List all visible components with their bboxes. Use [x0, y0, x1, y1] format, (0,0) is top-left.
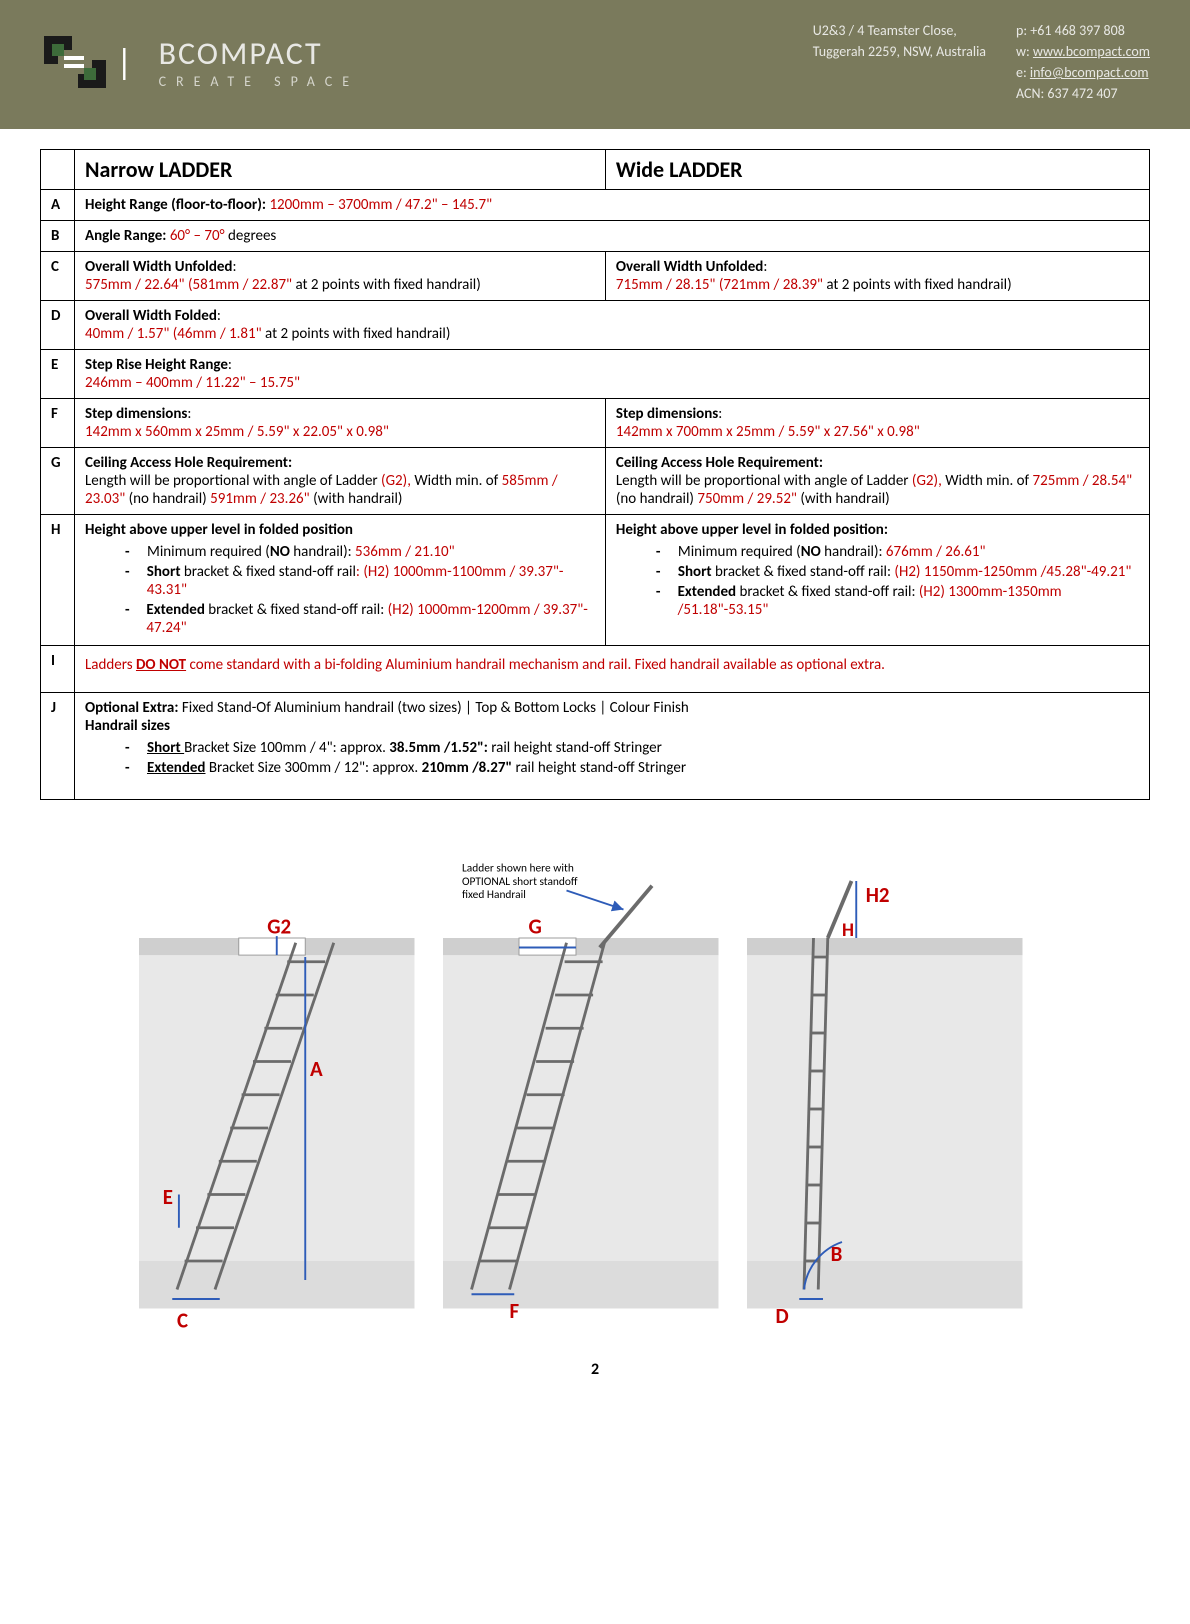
acn-line: ACN: 637 472 407	[1016, 83, 1150, 104]
phone-line: p: +61 468 397 808	[1016, 20, 1150, 41]
row-b: B Angle Range: 60° – 70° degrees	[41, 221, 1150, 252]
label-h2: H2	[866, 882, 890, 908]
list-item: -Minimum required (NO handrail): 536mm /…	[125, 543, 595, 561]
row-letter: I	[41, 646, 75, 693]
row-f-narrow: Step dimensions: 142mm x 560mm x 25mm / …	[75, 399, 606, 448]
row-letter: F	[41, 399, 75, 448]
list-item: -Extended Bracket Size 300mm / 12": appr…	[125, 759, 1139, 777]
row-c: C Overall Width Unfolded: 575mm / 22.64"…	[41, 252, 1150, 301]
row-letter: C	[41, 252, 75, 301]
view-2: Ladder shown here with OPTIONAL short st…	[443, 862, 719, 1325]
diagram-container: G2 A E C Ladder sho	[40, 800, 1150, 1350]
company-logo: |	[40, 32, 139, 92]
list-item: -Short Bracket Size 100mm / 4": approx. …	[125, 739, 1139, 757]
label-c: C	[177, 1308, 188, 1334]
row-a: A Height Range (floor-to-floor): 1200mm …	[41, 190, 1150, 221]
row-letter: H	[41, 515, 75, 646]
row-j: J Optional Extra: Fixed Stand-Of Alumini…	[41, 693, 1150, 800]
website-link[interactable]: www.bcompact.com	[1033, 43, 1150, 60]
row-g: G Ceiling Access Hole Requirement: Lengt…	[41, 448, 1150, 515]
row-h-narrow-list: -Minimum required (NO handrail): 536mm /…	[85, 543, 595, 637]
row-letter: G	[41, 448, 75, 515]
row-letter: E	[41, 350, 75, 399]
list-item: -Extended bracket & fixed stand-off rail…	[656, 583, 1139, 619]
row-g-wide: Ceiling Access Hole Requirement: Length …	[605, 448, 1149, 515]
row-c-wide: Overall Width Unfolded: 715mm / 28.15" (…	[605, 252, 1149, 301]
label-d: D	[776, 1303, 789, 1329]
label-e: E	[163, 1184, 173, 1210]
label-g2: G2	[267, 913, 291, 939]
col-wide-title: Wide LADDER	[605, 150, 1149, 190]
address-block: U2&3 / 4 Teamster Close, Tuggerah 2259, …	[813, 20, 986, 104]
address-line2: Tuggerah 2259, NSW, Australia	[813, 41, 986, 62]
row-e: E Step Rise Height Range: 246mm – 400mm …	[41, 350, 1150, 399]
row-h-wide: Height above upper level in folded posit…	[605, 515, 1149, 646]
logo-icon	[40, 32, 110, 92]
diagram-note-l1: Ladder shown here with	[462, 862, 574, 876]
row-i-content: Ladders DO NOT come standard with a bi-f…	[75, 646, 1150, 693]
address-line1: U2&3 / 4 Teamster Close,	[813, 20, 986, 41]
row-e-content: Step Rise Height Range: 246mm – 400mm / …	[75, 350, 1150, 399]
row-j-list: -Short Bracket Size 100mm / 4": approx. …	[85, 739, 1139, 777]
page-number: 2	[40, 1360, 1150, 1379]
row-d: D Overall Width Folded: 40mm / 1.57" (46…	[41, 301, 1150, 350]
label-a: A	[310, 1056, 323, 1082]
row-h-narrow: Height above upper level in folded posit…	[75, 515, 606, 646]
company-name: BCOMPACT	[159, 34, 360, 73]
header-blank	[41, 150, 75, 190]
row-letter: D	[41, 301, 75, 350]
spec-table: Narrow LADDER Wide LADDER A Height Range…	[40, 149, 1150, 800]
content-area: Narrow LADDER Wide LADDER A Height Range…	[0, 129, 1190, 1399]
label-g: G	[529, 913, 542, 939]
table-header-row: Narrow LADDER Wide LADDER	[41, 150, 1150, 190]
view-3: H2 H B D	[747, 881, 1023, 1329]
row-b-content: Angle Range: 60° – 70° degrees	[75, 221, 1150, 252]
contact-block: p: +61 468 397 808 w: www.bcompact.com e…	[1016, 20, 1150, 104]
row-d-content: Overall Width Folded: 40mm / 1.57" (46mm…	[75, 301, 1150, 350]
email-link[interactable]: info@bcompact.com	[1030, 64, 1149, 81]
label-h: H	[842, 919, 854, 942]
company-text: BCOMPACT CREATE SPACE	[159, 34, 360, 90]
header-contact: U2&3 / 4 Teamster Close, Tuggerah 2259, …	[813, 20, 1150, 104]
list-item: -Short bracket & fixed stand-off rail: (…	[125, 563, 595, 599]
logo-divider: |	[116, 40, 133, 84]
page-header: | BCOMPACT CREATE SPACE U2&3 / 4 Teamste…	[0, 0, 1190, 129]
row-h-wide-list: -Minimum required (NO handrail): 676mm /…	[616, 543, 1139, 619]
row-letter: B	[41, 221, 75, 252]
header-left: | BCOMPACT CREATE SPACE	[40, 32, 359, 92]
list-item: -Extended bracket & fixed stand-off rail…	[125, 601, 595, 637]
row-f: F Step dimensions: 142mm x 560mm x 25mm …	[41, 399, 1150, 448]
row-c-narrow: Overall Width Unfolded: 575mm / 22.64" (…	[75, 252, 606, 301]
row-j-content: Optional Extra: Fixed Stand-Of Aluminium…	[75, 693, 1150, 800]
label-b: B	[831, 1241, 843, 1267]
ladder-diagram: G2 A E C Ladder sho	[120, 830, 1070, 1350]
list-item: -Short bracket & fixed stand-off rail: (…	[656, 563, 1139, 581]
row-a-content: Height Range (floor-to-floor): 1200mm – …	[75, 190, 1150, 221]
view-1: G2 A E C	[139, 913, 415, 1333]
row-i: I Ladders DO NOT come standard with a bi…	[41, 646, 1150, 693]
diagram-note-l2: OPTIONAL short standoff	[462, 875, 578, 889]
col-narrow-title: Narrow LADDER	[75, 150, 606, 190]
company-tagline: CREATE SPACE	[159, 73, 360, 90]
diagram-note-l3: fixed Handrail	[462, 888, 526, 902]
web-line: w: www.bcompact.com	[1016, 41, 1150, 62]
row-letter: J	[41, 693, 75, 800]
row-h: H Height above upper level in folded pos…	[41, 515, 1150, 646]
row-letter: A	[41, 190, 75, 221]
list-item: -Minimum required (NO handrail): 676mm /…	[656, 543, 1139, 561]
label-f: F	[510, 1298, 520, 1324]
row-f-wide: Step dimensions: 142mm x 700mm x 25mm / …	[605, 399, 1149, 448]
row-g-narrow: Ceiling Access Hole Requirement: Length …	[75, 448, 606, 515]
email-line: e: info@bcompact.com	[1016, 62, 1150, 83]
